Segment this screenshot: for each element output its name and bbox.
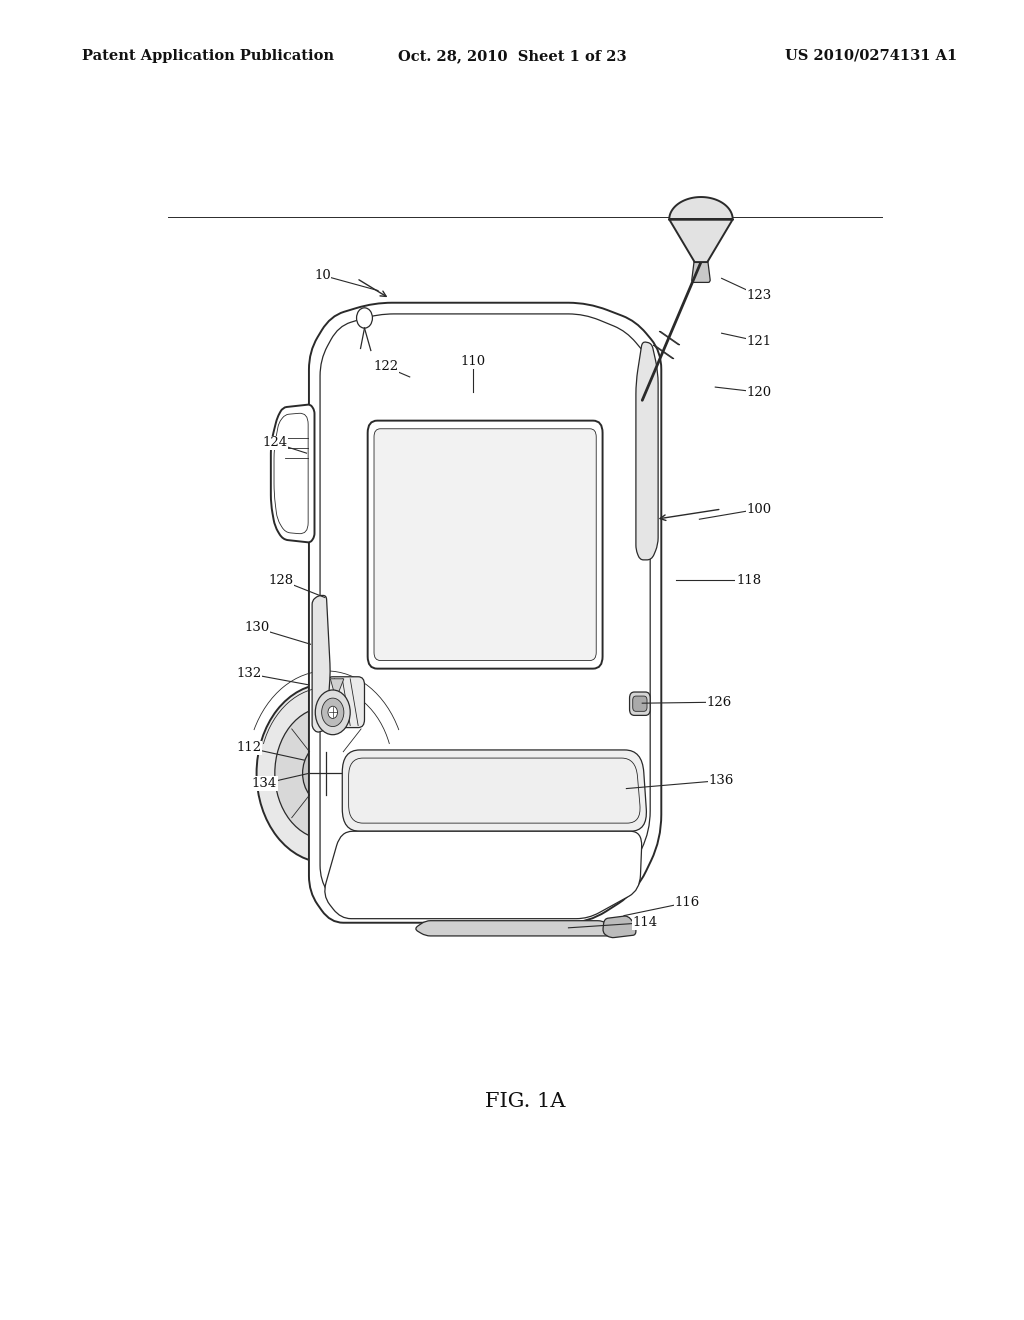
Text: 130: 130 [244, 622, 269, 635]
Text: 132: 132 [236, 667, 261, 680]
PathPatch shape [270, 405, 314, 543]
PathPatch shape [416, 921, 616, 936]
Text: 100: 100 [746, 503, 771, 516]
PathPatch shape [692, 257, 711, 282]
PathPatch shape [653, 345, 674, 359]
PathPatch shape [325, 832, 642, 919]
Text: 136: 136 [709, 774, 734, 787]
Text: 124: 124 [262, 437, 288, 450]
PathPatch shape [659, 331, 680, 345]
Circle shape [274, 708, 378, 840]
Polygon shape [670, 197, 733, 263]
Text: Oct. 28, 2010  Sheet 1 of 23: Oct. 28, 2010 Sheet 1 of 23 [397, 49, 627, 63]
Text: 123: 123 [746, 289, 771, 302]
Text: 10: 10 [314, 269, 331, 281]
Polygon shape [331, 678, 344, 700]
Circle shape [356, 308, 373, 329]
Text: 126: 126 [707, 696, 732, 709]
PathPatch shape [309, 302, 662, 923]
Polygon shape [675, 172, 727, 265]
Text: 120: 120 [746, 385, 771, 399]
PathPatch shape [636, 342, 658, 560]
Circle shape [315, 690, 350, 735]
Circle shape [303, 743, 350, 804]
Text: 122: 122 [374, 360, 398, 374]
PathPatch shape [603, 916, 636, 937]
Circle shape [322, 698, 344, 726]
Text: 134: 134 [252, 777, 278, 789]
Text: 116: 116 [675, 896, 700, 909]
Text: Patent Application Publication: Patent Application Publication [82, 49, 334, 63]
PathPatch shape [630, 692, 650, 715]
Text: FIG. 1A: FIG. 1A [484, 1092, 565, 1111]
Text: 112: 112 [237, 742, 261, 755]
Circle shape [328, 706, 338, 718]
PathPatch shape [633, 696, 647, 711]
Text: 128: 128 [268, 574, 294, 586]
PathPatch shape [327, 677, 365, 727]
Text: 110: 110 [461, 355, 485, 368]
Text: 118: 118 [736, 574, 761, 586]
PathPatch shape [342, 750, 646, 832]
PathPatch shape [368, 421, 602, 669]
PathPatch shape [374, 429, 596, 660]
Text: 121: 121 [746, 335, 771, 348]
Circle shape [257, 684, 396, 863]
Text: US 2010/0274131 A1: US 2010/0274131 A1 [785, 49, 957, 63]
PathPatch shape [312, 595, 330, 733]
Text: 114: 114 [633, 916, 658, 929]
